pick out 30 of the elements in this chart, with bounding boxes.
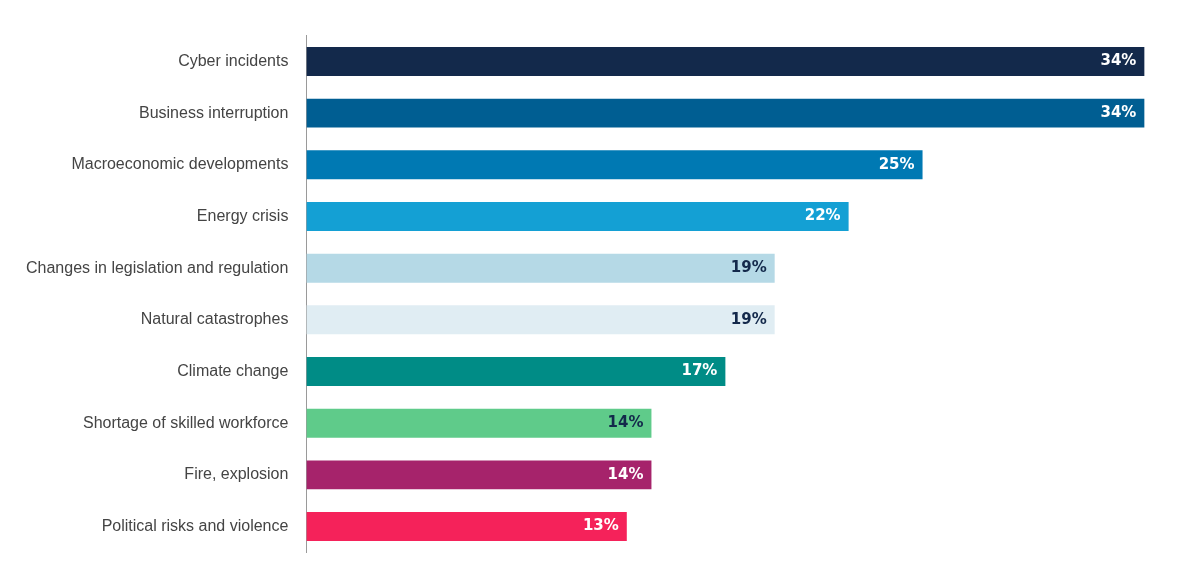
y-tick-label: Energy crisis: [196, 206, 289, 224]
y-tick-label: Changes in legislation and regulation: [26, 258, 289, 276]
bar: [306, 46, 1145, 76]
data-label: 25%: [878, 154, 915, 173]
y-tick-label: Macroeconomic developments: [71, 155, 289, 173]
data-label: 17%: [681, 361, 718, 380]
data-label: 19%: [730, 309, 767, 328]
y-tick-label: Cyber incidents: [178, 51, 289, 69]
bar: [306, 305, 775, 335]
y-tick-label: Political risks and violence: [101, 516, 289, 534]
data-label: 13%: [582, 516, 619, 535]
bar: [306, 408, 652, 438]
bar: [306, 98, 1145, 128]
data-label: 14%: [607, 413, 644, 432]
data-label: 14%: [607, 464, 644, 483]
y-tick-label: Business interruption: [138, 103, 289, 121]
data-label: 34%: [1100, 103, 1137, 122]
data-label: 22%: [804, 206, 841, 225]
bar: [306, 253, 775, 283]
y-tick-label: Shortage of skilled workforce: [82, 413, 289, 431]
y-tick-label: Climate change: [177, 361, 289, 379]
bar: [306, 202, 849, 231]
bar: [306, 512, 627, 542]
bar: [306, 150, 923, 180]
data-label: 34%: [1100, 51, 1137, 70]
bar: [306, 460, 652, 490]
bar: [306, 357, 726, 386]
y-tick-label: Natural catastrophes: [140, 310, 289, 328]
y-tick-label: Fire, explosion: [184, 465, 289, 483]
data-label: 19%: [730, 258, 767, 277]
